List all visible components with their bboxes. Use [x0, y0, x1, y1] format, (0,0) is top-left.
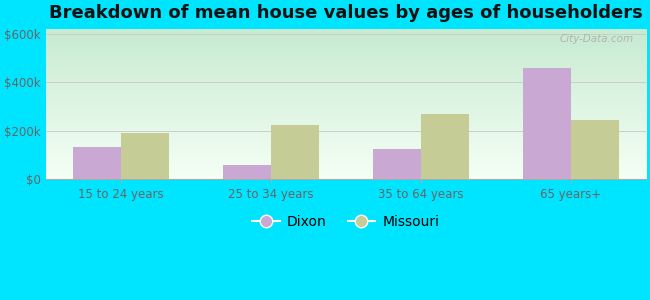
Legend: Dixon, Missouri: Dixon, Missouri — [246, 209, 445, 235]
Bar — [223, 166, 270, 179]
Bar — [421, 114, 469, 179]
Text: City-Data.com: City-Data.com — [560, 34, 634, 44]
Title: Breakdown of mean house values by ages of householders: Breakdown of mean house values by ages o… — [49, 4, 643, 22]
Bar — [523, 68, 571, 179]
Bar — [73, 147, 121, 179]
Bar — [372, 148, 421, 179]
Bar — [270, 124, 318, 179]
Bar — [121, 133, 169, 179]
Bar — [571, 120, 619, 179]
